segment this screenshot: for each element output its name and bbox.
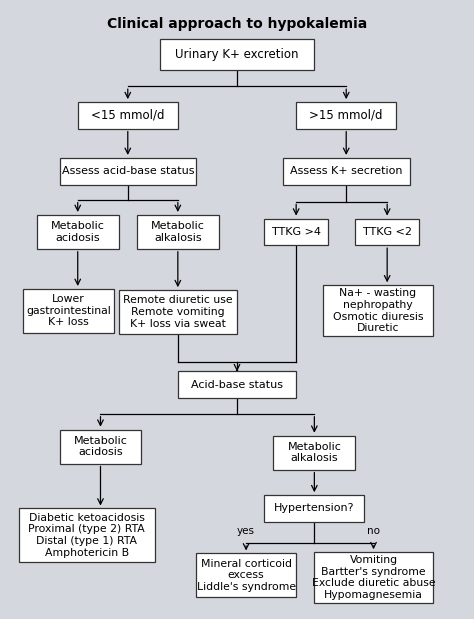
FancyBboxPatch shape xyxy=(356,219,419,245)
FancyBboxPatch shape xyxy=(37,215,118,249)
FancyBboxPatch shape xyxy=(118,290,237,334)
Text: TTKG <2: TTKG <2 xyxy=(363,227,411,237)
Text: Remote diuretic use
Remote vomiting
K+ loss via sweat: Remote diuretic use Remote vomiting K+ l… xyxy=(123,295,233,329)
FancyBboxPatch shape xyxy=(18,508,155,562)
Text: Metabolic
acidosis: Metabolic acidosis xyxy=(51,221,105,243)
Text: Lower
gastrointestinal
K+ loss: Lower gastrointestinal K+ loss xyxy=(26,294,111,327)
Text: Vomiting
Bartter's syndrome
Exclude diuretic abuse
Hypomagnesemia: Vomiting Bartter's syndrome Exclude diur… xyxy=(312,555,435,600)
FancyBboxPatch shape xyxy=(178,371,296,398)
Text: Metabolic
alkalosis: Metabolic alkalosis xyxy=(287,442,341,464)
FancyBboxPatch shape xyxy=(296,102,396,129)
FancyBboxPatch shape xyxy=(23,289,114,332)
Text: Metabolic
acidosis: Metabolic acidosis xyxy=(73,436,128,457)
Text: no: no xyxy=(367,526,380,536)
Text: yes: yes xyxy=(237,526,255,536)
Text: Diabetic ketoacidosis
Proximal (type 2) RTA
Distal (type 1) RTA
Amphotericin B: Diabetic ketoacidosis Proximal (type 2) … xyxy=(28,513,145,558)
Text: >15 mmol/d: >15 mmol/d xyxy=(310,109,383,122)
FancyBboxPatch shape xyxy=(283,158,410,184)
FancyBboxPatch shape xyxy=(60,158,196,184)
FancyBboxPatch shape xyxy=(264,495,365,522)
Text: Na+ - wasting
nephropathy
Osmotic diuresis
Diuretic: Na+ - wasting nephropathy Osmotic diures… xyxy=(333,288,423,333)
Text: Assess K+ secretion: Assess K+ secretion xyxy=(290,166,402,176)
FancyBboxPatch shape xyxy=(323,285,433,336)
Text: Clinical approach to hypokalemia: Clinical approach to hypokalemia xyxy=(107,17,367,32)
FancyBboxPatch shape xyxy=(264,219,328,245)
FancyBboxPatch shape xyxy=(78,102,178,129)
Text: Hypertension?: Hypertension? xyxy=(274,503,355,514)
FancyBboxPatch shape xyxy=(196,553,296,597)
FancyBboxPatch shape xyxy=(60,430,141,464)
FancyBboxPatch shape xyxy=(137,215,219,249)
Text: Metabolic
alkalosis: Metabolic alkalosis xyxy=(151,221,205,243)
Text: Mineral corticoid
excess
Liddle's syndrome: Mineral corticoid excess Liddle's syndro… xyxy=(197,558,296,592)
Text: Acid-base status: Acid-base status xyxy=(191,379,283,390)
Text: TTKG >4: TTKG >4 xyxy=(272,227,320,237)
Text: <15 mmol/d: <15 mmol/d xyxy=(91,109,164,122)
FancyBboxPatch shape xyxy=(314,552,433,603)
Text: Assess acid-base status: Assess acid-base status xyxy=(62,166,194,176)
Text: Urinary K+ excretion: Urinary K+ excretion xyxy=(175,48,299,61)
FancyBboxPatch shape xyxy=(160,39,314,71)
FancyBboxPatch shape xyxy=(273,436,356,470)
